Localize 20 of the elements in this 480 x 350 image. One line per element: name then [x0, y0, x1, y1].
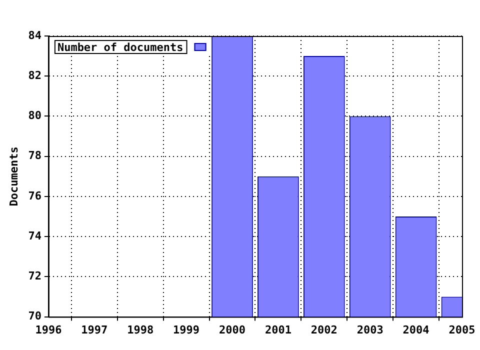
y-axis-title: Documents: [7, 146, 20, 206]
x-tick-label: 2000: [218, 323, 246, 336]
y-tick-label: 82: [28, 68, 42, 82]
y-tick-label: 74: [28, 229, 42, 242]
x-tick-label: 1999: [173, 323, 200, 336]
y-tick-label: 80: [28, 109, 42, 122]
y-tick-label: 70: [28, 310, 42, 323]
x-tick-label: 2001: [264, 323, 292, 336]
legend-label: Number of documents: [57, 40, 184, 54]
x-tick-label: 2002: [310, 323, 338, 336]
x-tick-label: 2005: [448, 323, 476, 336]
x-tick-label: 1997: [81, 323, 108, 336]
x-tick-label: 2003: [356, 323, 384, 336]
x-tick-label: 1996: [35, 323, 62, 336]
y-tick-label: 72: [28, 270, 42, 283]
x-tick-label: 1998: [127, 323, 154, 336]
y-tick-label: 76: [28, 189, 42, 202]
x-tick-label: 2004: [402, 323, 430, 336]
y-tick-label: 84: [28, 28, 42, 42]
y-tick-label: 78: [28, 149, 42, 162]
